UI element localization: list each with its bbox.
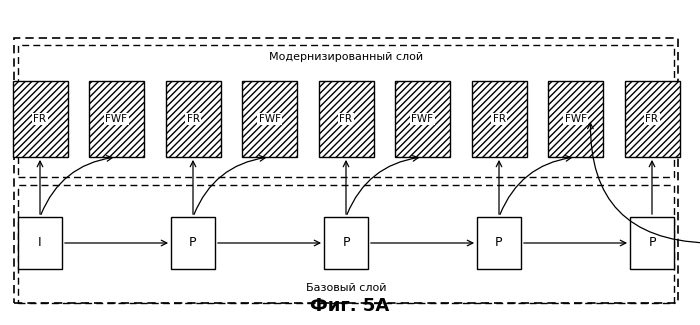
Bar	[18, 217, 62, 269]
Text: FR: FR	[34, 114, 46, 124]
Bar	[18, 45, 674, 177]
Text: FWF: FWF	[258, 114, 281, 124]
Text: P: P	[342, 237, 350, 250]
Text: FR: FR	[645, 114, 659, 124]
Bar	[477, 217, 521, 269]
Bar	[395, 81, 450, 157]
Bar	[171, 217, 215, 269]
Text: FWF: FWF	[412, 114, 433, 124]
Text: P: P	[496, 237, 503, 250]
Text: FR: FR	[186, 114, 200, 124]
Text: P: P	[189, 237, 197, 250]
Bar	[18, 185, 674, 303]
Text: I: I	[38, 237, 42, 250]
Text: Фиг. 5А: Фиг. 5А	[310, 297, 390, 315]
Bar	[242, 81, 297, 157]
Bar	[89, 81, 144, 157]
Bar	[324, 217, 368, 269]
Text: P: P	[648, 237, 656, 250]
Text: FR: FR	[340, 114, 353, 124]
Bar	[624, 81, 680, 157]
Text: FWF: FWF	[564, 114, 587, 124]
Bar	[13, 81, 67, 157]
Bar	[548, 81, 603, 157]
Text: FWF: FWF	[106, 114, 127, 124]
Bar	[318, 81, 374, 157]
Text: FR: FR	[493, 114, 505, 124]
Bar	[630, 217, 674, 269]
Text: Базовый слой: Базовый слой	[306, 283, 386, 293]
Bar	[472, 81, 526, 157]
Bar	[165, 81, 220, 157]
Bar	[14, 38, 678, 303]
Text: Модернизированный слой: Модернизированный слой	[269, 52, 423, 62]
